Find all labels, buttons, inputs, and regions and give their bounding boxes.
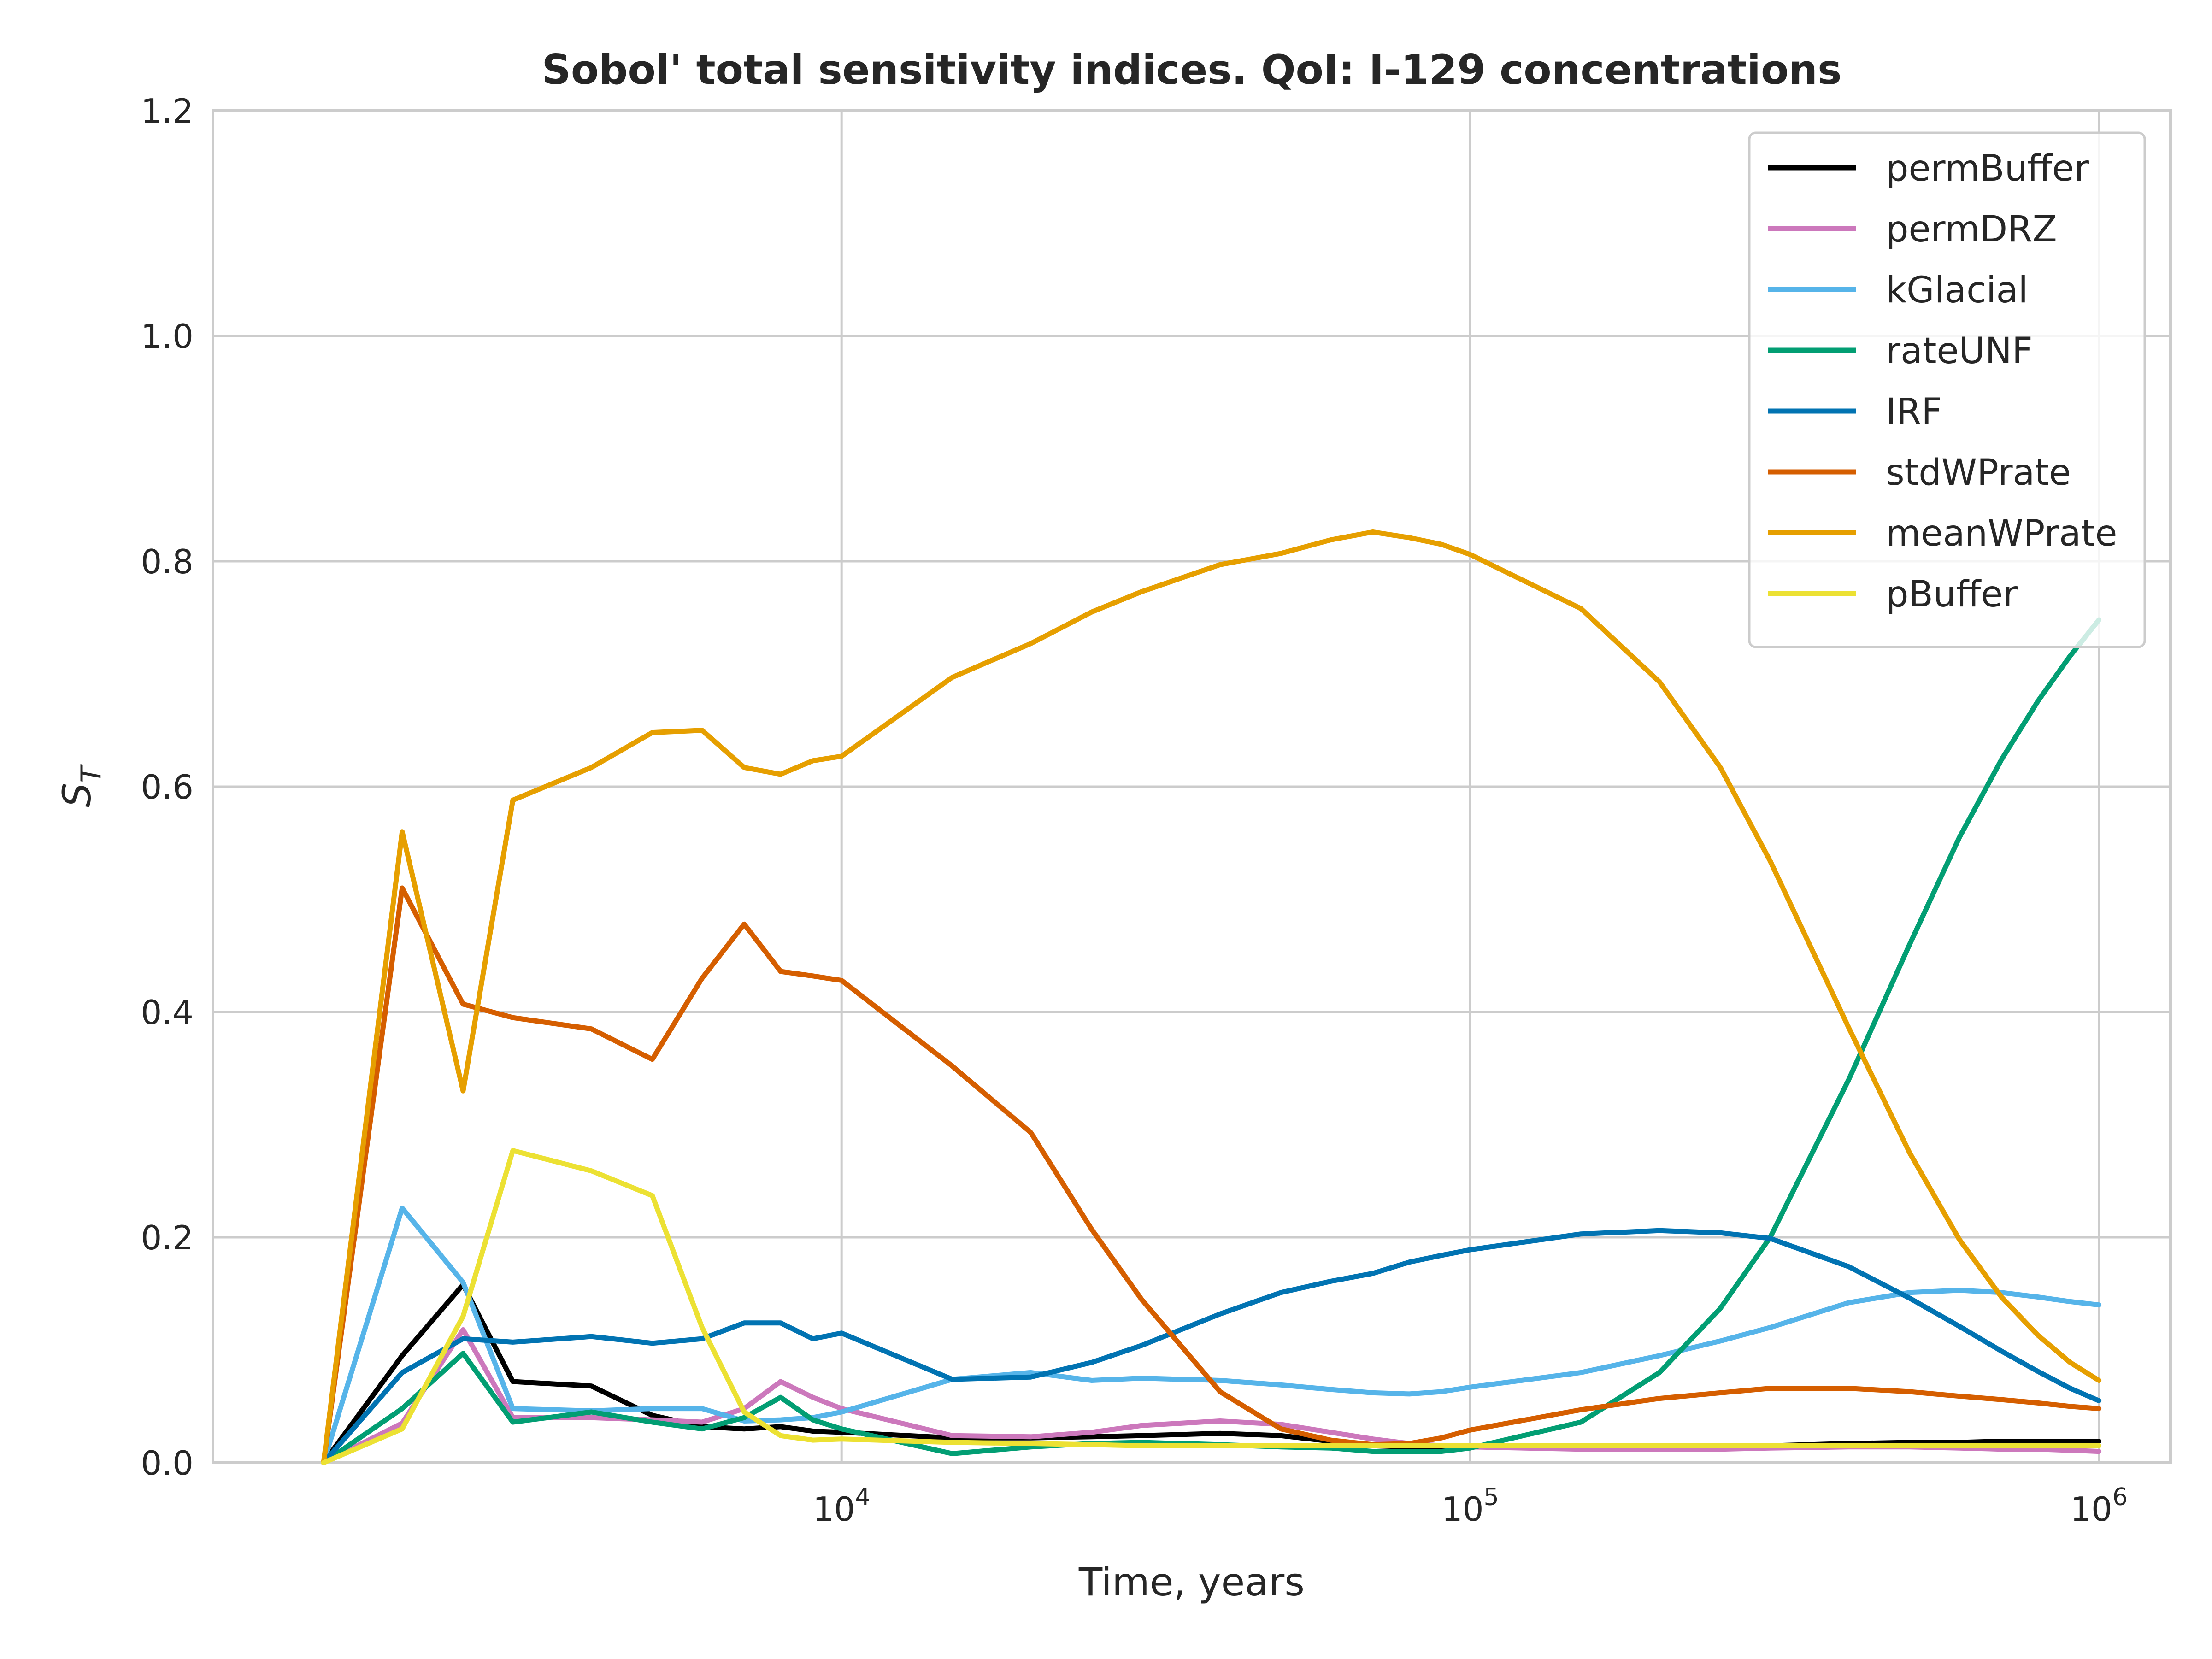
legend-label-pBuffer: pBuffer — [1886, 574, 2018, 615]
x-tick-label: 104 — [813, 1483, 871, 1529]
series-line-IRF — [321, 1228, 2102, 1465]
y-tick-label: 0.2 — [141, 1218, 194, 1257]
x-axis-label: Time, years — [1078, 1559, 1305, 1605]
chart-title: Sobol' total sensitivity indices. QoI: I… — [542, 46, 1842, 94]
series-line-meanWPrate — [321, 529, 2102, 1465]
y-axis-label: ST — [54, 764, 107, 807]
legend-label-IRF: IRF — [1886, 391, 1942, 433]
legend-label-stdWPrate: stdWPrate — [1886, 452, 2071, 494]
series-lines — [321, 529, 2102, 1465]
y-tick-label: 1.0 — [141, 317, 194, 356]
y-tick-label: 1.2 — [141, 92, 194, 130]
x-tick-label: 105 — [1441, 1483, 1499, 1529]
legend-label-meanWPrate: meanWPrate — [1886, 513, 2117, 554]
legend-box — [1748, 131, 2146, 648]
series-line-stdWPrate — [321, 885, 2102, 1465]
y-tick-label: 0.6 — [141, 768, 194, 806]
plot-frame — [212, 109, 2172, 1464]
tick-labels: 0.0 0.2 0.4 0.6 0.8 1.0 1.2 104 105 106 — [141, 92, 2127, 1529]
legend-label-rateUNF: rateUNF — [1886, 330, 2033, 372]
legend-label-kGlacial: kGlacial — [1886, 270, 2028, 311]
y-tick-label: 0.8 — [141, 542, 194, 581]
y-tick-label: 0.0 — [141, 1444, 194, 1483]
series-line-pBuffer — [321, 1148, 2102, 1465]
x-tick-label: 106 — [2070, 1483, 2128, 1529]
legend-label-permBuffer: permBuffer — [1886, 148, 2089, 189]
y-tick-label: 0.4 — [141, 993, 194, 1032]
series-line-kGlacial — [321, 1205, 2102, 1465]
legend-label-permDRZ: permDRZ — [1886, 209, 2057, 250]
legend: permBuffer permDRZ kGlacial rateUNF IRF stdWP… — [1748, 131, 2146, 648]
